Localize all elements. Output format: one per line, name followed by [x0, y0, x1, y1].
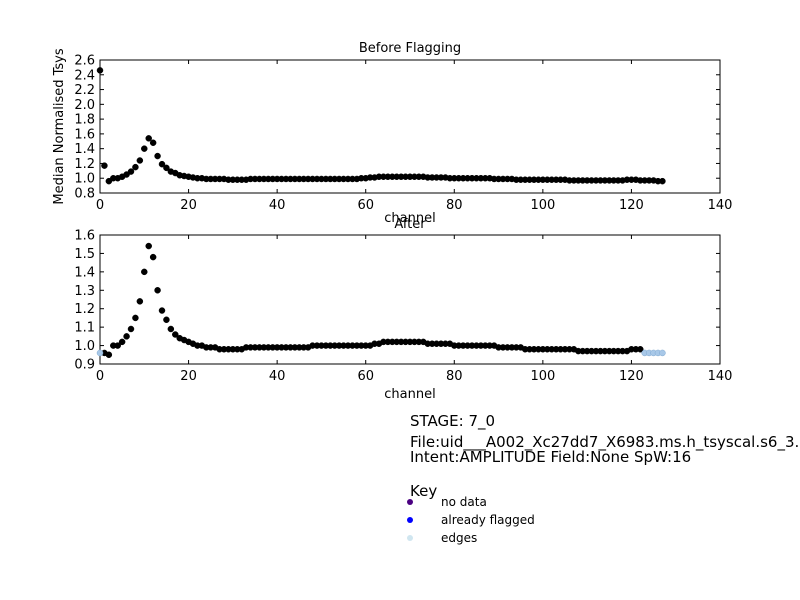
key-label: edges [441, 531, 477, 545]
y-tick-label: 1.4 [74, 265, 95, 280]
y-tick-label: 1.2 [74, 302, 95, 317]
after-flagging-plot: 0 20 40 60 80 100 120 140 0.9 1.0 1.1 1.2 1.3 1.4 1.5 1… [74, 217, 732, 402]
data-point [149, 139, 157, 147]
stage-label: STAGE: 7_0 [410, 412, 496, 430]
x-tick-label: 140 [708, 369, 733, 384]
data-point [105, 351, 113, 359]
y-tick-label: 0.9 [74, 358, 95, 373]
data-point [659, 177, 666, 185]
data-point [141, 268, 148, 276]
data-point [167, 325, 175, 333]
y-tick-label: 2.4 [74, 68, 95, 83]
y-tick-label: 2.0 [74, 98, 95, 113]
y-tick-label: 2.2 [74, 83, 95, 98]
key-label: already flagged [441, 513, 535, 527]
data-point [105, 177, 113, 185]
y-tick-label: 1.0 [74, 339, 95, 354]
y-tick-label: 1.2 [74, 157, 95, 172]
y-axis-label: Median Normalised Tsys [52, 48, 67, 204]
data-point [127, 325, 135, 333]
data-point [149, 253, 157, 261]
y-tick-label: 1.5 [74, 247, 95, 262]
data-point [132, 163, 139, 171]
plot-frame [99, 59, 721, 194]
x-tick-label: 20 [180, 198, 197, 213]
key-marker [407, 517, 413, 523]
x-tick-label: 120 [619, 369, 644, 384]
data-point [141, 145, 148, 152]
x-tick-label: 0 [96, 369, 104, 384]
data-point [659, 349, 666, 357]
plot-title: After [394, 217, 426, 232]
y-tick-label: 1.0 [74, 172, 95, 187]
data-point [158, 307, 166, 314]
key-marker [407, 499, 413, 505]
key-legend: Key no data already flagged edges [407, 482, 535, 545]
x-tick-label: 140 [708, 198, 733, 213]
x-tick-label: 120 [619, 198, 644, 213]
data-point [145, 135, 152, 142]
data-point [123, 333, 130, 340]
y-tick-label: 1.8 [74, 113, 95, 128]
data-point [96, 67, 104, 74]
y-tick-label: 1.3 [74, 284, 95, 299]
intent-label: Intent:AMPLITUDE Field:None SpW:16 [410, 448, 692, 466]
data-point [637, 346, 644, 353]
y-tick-label: 2.6 [74, 54, 95, 69]
data-point [114, 342, 121, 349]
file-label: File:uid___A002_Xc27dd7_X6983.ms.h_tsysc… [410, 433, 800, 451]
x-tick-label: 40 [269, 198, 286, 213]
key-title: Key [410, 482, 437, 500]
x-axis-label: channel [384, 387, 435, 402]
x-tick-label: 40 [269, 369, 286, 384]
x-tick-label: 100 [530, 369, 555, 384]
key-label: no data [441, 495, 487, 509]
plot-frame [99, 234, 721, 365]
x-tick-label: 60 [357, 369, 374, 384]
data-point [136, 157, 144, 164]
data-point [154, 152, 161, 160]
x-tick-label: 80 [446, 198, 463, 213]
before-flagging-plot: 0 20 40 60 80 100 120 1400.81.01.21.41.61.82.02… [52, 41, 732, 226]
plot-title: Before Flagging [359, 41, 461, 56]
data-point [96, 349, 104, 357]
y-tick-label: 1.1 [74, 321, 95, 336]
data-point [132, 314, 139, 322]
x-tick-label: 100 [530, 198, 555, 213]
x-tick-label: 20 [180, 369, 197, 384]
data-point [127, 168, 135, 175]
data-point [101, 162, 108, 169]
key-marker [407, 535, 413, 541]
data-point [163, 164, 170, 172]
data-point [136, 298, 144, 305]
x-tick-label: 60 [357, 198, 374, 213]
data-point [172, 331, 179, 338]
data-point [158, 160, 166, 168]
data-point [118, 338, 126, 346]
data-point [145, 242, 152, 250]
data-point [163, 316, 170, 324]
x-tick-label: 80 [446, 369, 463, 384]
y-tick-label: 1.6 [74, 127, 95, 142]
y-tick-label: 0.8 [74, 187, 95, 202]
x-axis-label: channel [384, 211, 435, 226]
x-tick-label: 0 [96, 198, 104, 213]
data-point [123, 171, 130, 178]
y-tick-label: 1.4 [74, 142, 95, 157]
data-point [154, 287, 161, 294]
y-tick-label: 1.6 [74, 229, 95, 244]
